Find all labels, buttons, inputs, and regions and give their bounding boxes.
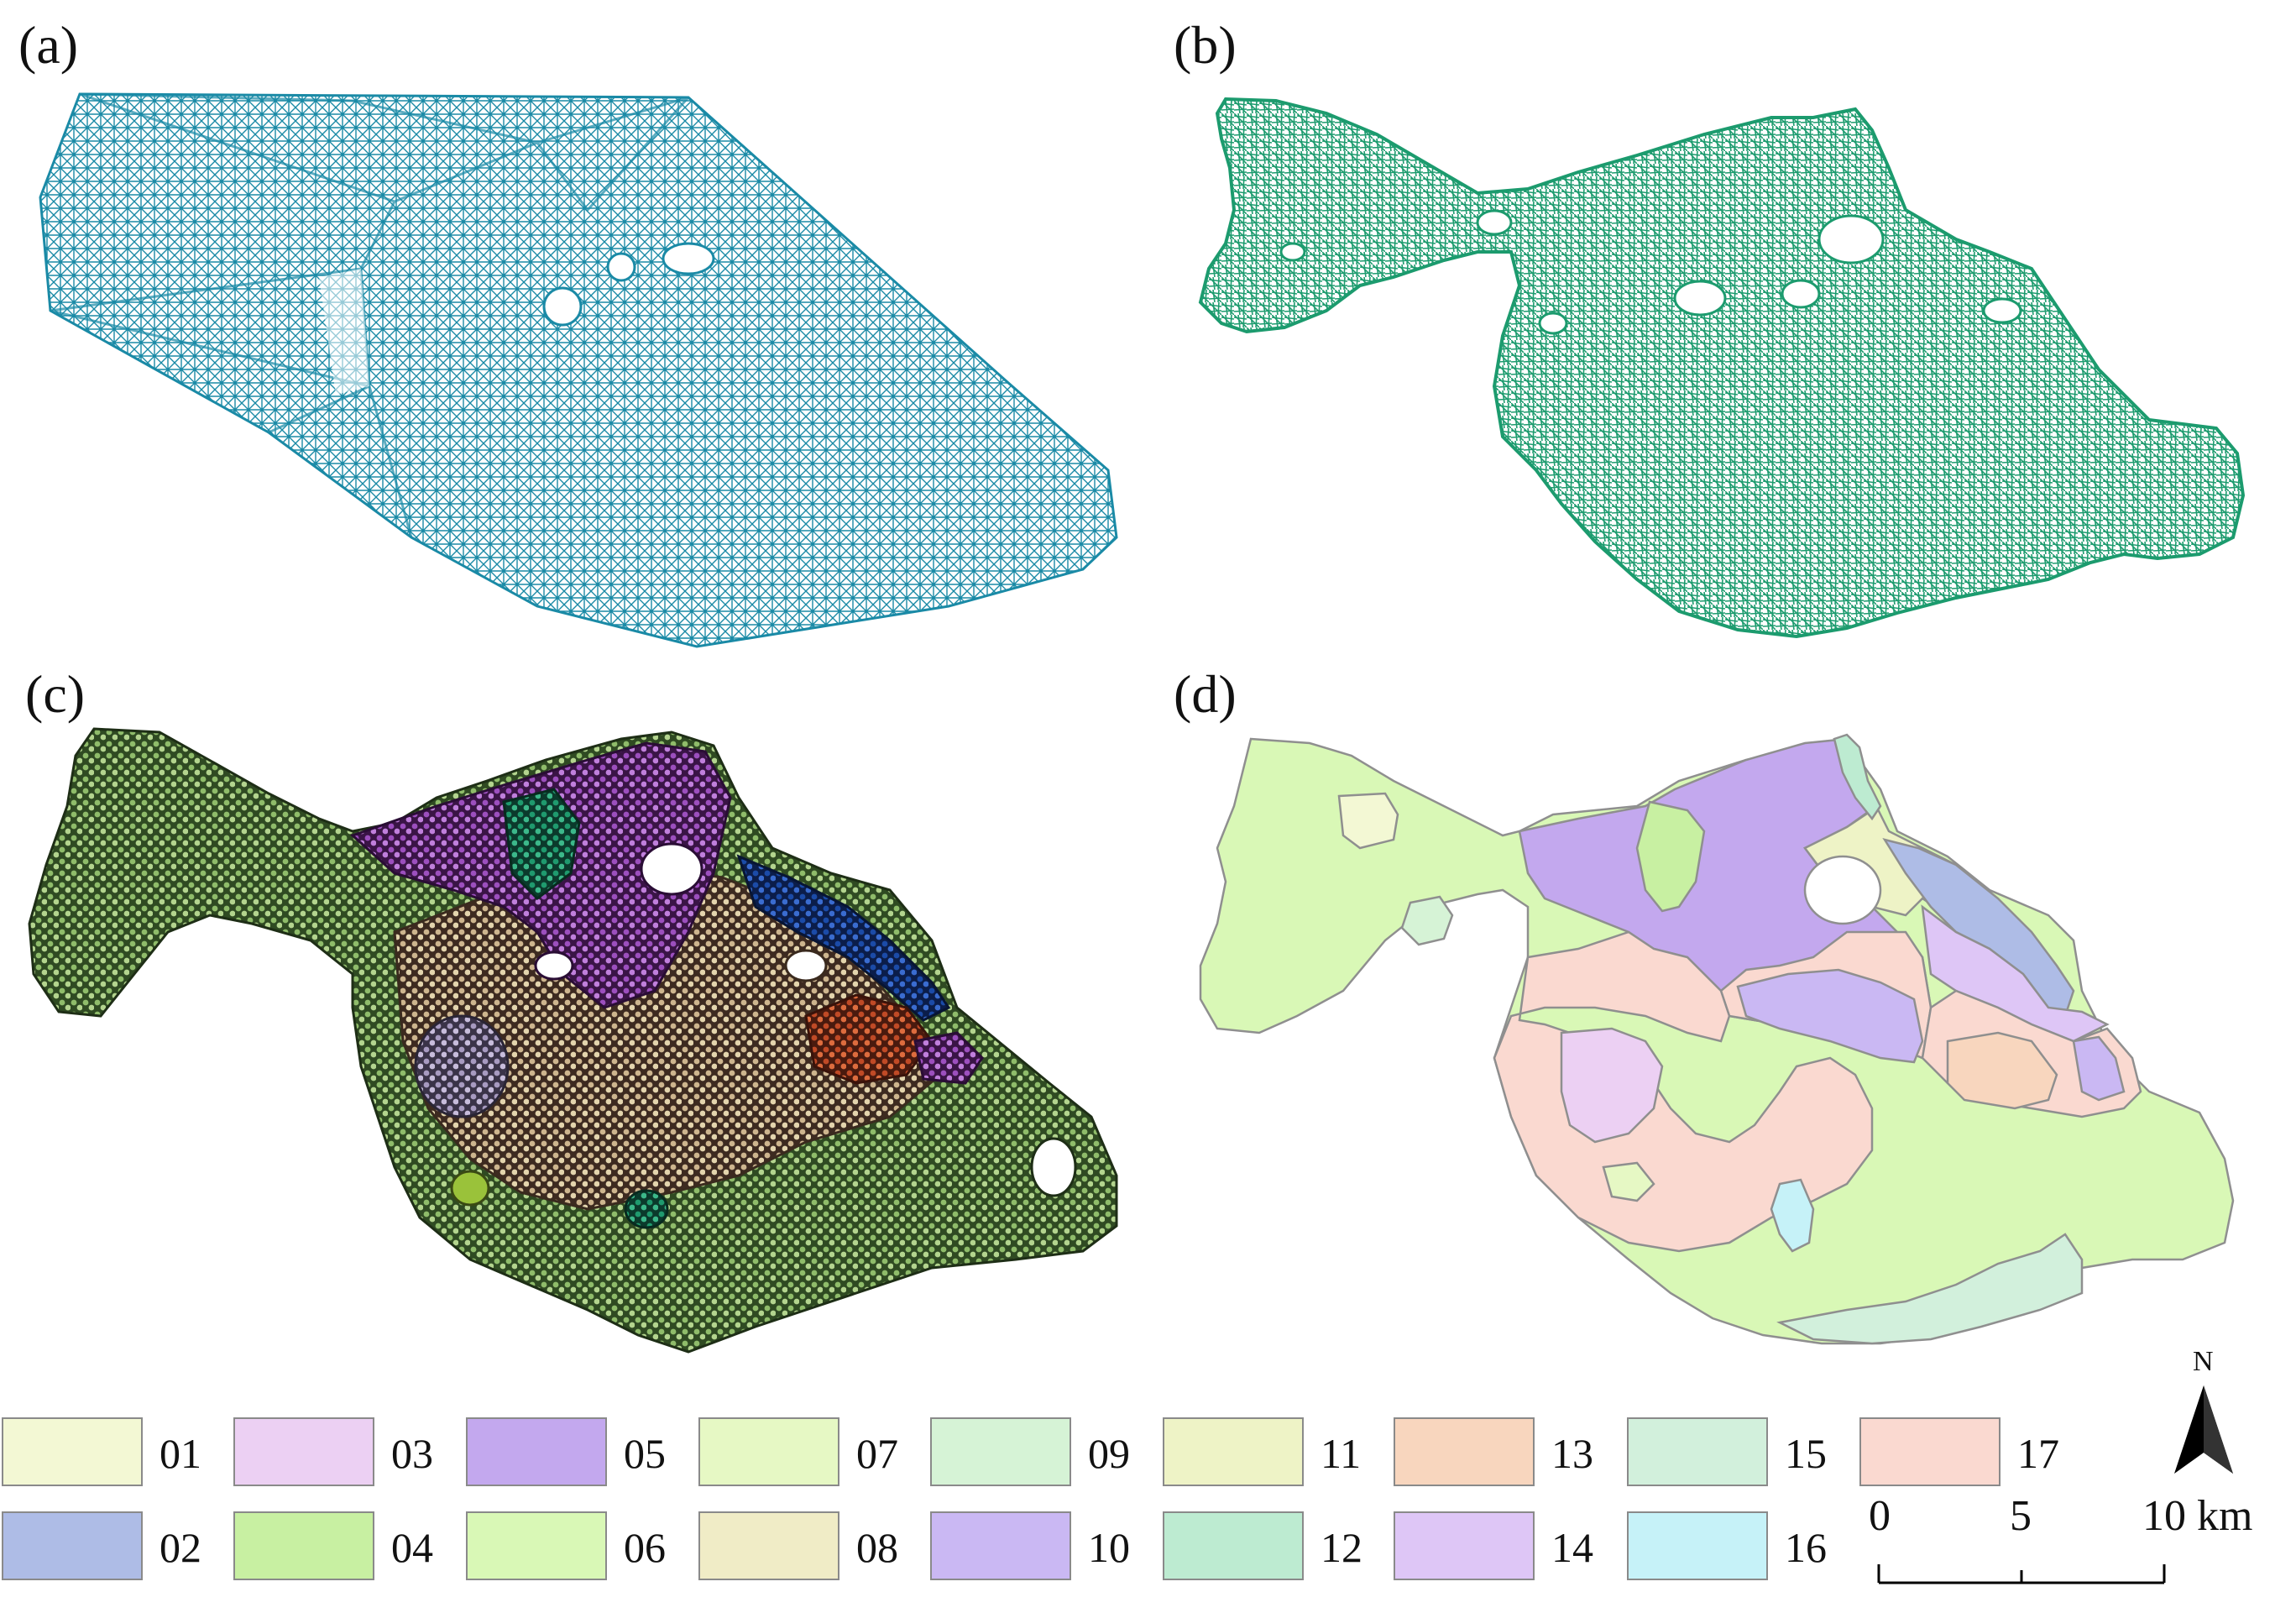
- legend-swatch-10: [930, 1511, 1071, 1580]
- legend-label-07: 07: [856, 1430, 898, 1477]
- zone-03: [1560, 1027, 1664, 1144]
- north-arrow-icon: [2174, 1385, 2233, 1474]
- legend-label-16: 16: [1785, 1524, 1827, 1571]
- panel-a-triangulation: [39, 92, 1118, 648]
- legend-label-11: 11: [1321, 1430, 1362, 1477]
- scale-tick-10: 10 km: [2142, 1492, 2253, 1540]
- zone-10-east: [2072, 1035, 2126, 1102]
- zone-09: [1400, 895, 1454, 946]
- panel-label-d: (d): [1174, 664, 1237, 724]
- panel-label-a: (a): [18, 15, 79, 75]
- zone-15: [1776, 1233, 2084, 1345]
- scale-tick-5: 5: [2010, 1492, 2032, 1540]
- legend-swatch-05: [466, 1417, 607, 1486]
- legend-label-12: 12: [1321, 1524, 1362, 1571]
- legend-swatch-01: [2, 1417, 143, 1486]
- legend-label-05: 05: [624, 1430, 666, 1477]
- zone-04: [1635, 800, 1706, 913]
- legend-swatch-11: [1163, 1417, 1304, 1486]
- legend-swatch-03: [233, 1417, 374, 1486]
- zone-12: [1833, 733, 1882, 821]
- legend-swatch-13: [1394, 1417, 1535, 1486]
- legend-label-09: 09: [1088, 1430, 1130, 1477]
- legend-swatch-04: [233, 1511, 374, 1580]
- legend-swatch-17: [1859, 1417, 2001, 1486]
- scale-bar: [1877, 1564, 2166, 1584]
- legend-swatch-12: [1163, 1511, 1304, 1580]
- panel-c-clusters: [28, 727, 1118, 1354]
- zone-07: [1602, 1161, 1655, 1202]
- zone-10: [1736, 968, 1924, 1064]
- zone-hole: [1803, 855, 1882, 925]
- panel-label-c: (c): [25, 664, 86, 724]
- legend-label-15: 15: [1785, 1430, 1827, 1477]
- scale-tick-0: 0: [1869, 1492, 1891, 1540]
- panel-d-zones: [1199, 733, 2235, 1345]
- legend-swatch-15: [1627, 1417, 1768, 1486]
- legend-swatch-08: [698, 1511, 839, 1580]
- legend-swatch-02: [2, 1511, 143, 1580]
- legend-label-02: 02: [160, 1524, 201, 1571]
- zone-01: [1337, 792, 1399, 850]
- legend-label-10: 10: [1088, 1524, 1130, 1571]
- legend-label-14: 14: [1551, 1524, 1593, 1571]
- zone-16: [1770, 1178, 1815, 1253]
- legend-swatch-14: [1394, 1511, 1535, 1580]
- legend-swatch-16: [1627, 1511, 1768, 1580]
- legend-label-17: 17: [2017, 1430, 2059, 1477]
- legend-label-06: 06: [624, 1524, 666, 1571]
- legend-swatch-09: [930, 1417, 1071, 1486]
- legend-swatch-07: [698, 1417, 839, 1486]
- legend-label-04: 04: [391, 1524, 433, 1571]
- north-label: N: [2193, 1346, 2214, 1377]
- legend-swatch-06: [466, 1511, 607, 1580]
- legend-label-13: 13: [1551, 1430, 1593, 1477]
- panel-label-b: (b): [1174, 15, 1237, 75]
- legend-label-01: 01: [160, 1430, 201, 1477]
- zone-13: [1946, 1031, 2058, 1110]
- legend-label-08: 08: [856, 1524, 898, 1571]
- panel-b-road-network: [1198, 97, 2246, 639]
- legend-label-03: 03: [391, 1430, 433, 1477]
